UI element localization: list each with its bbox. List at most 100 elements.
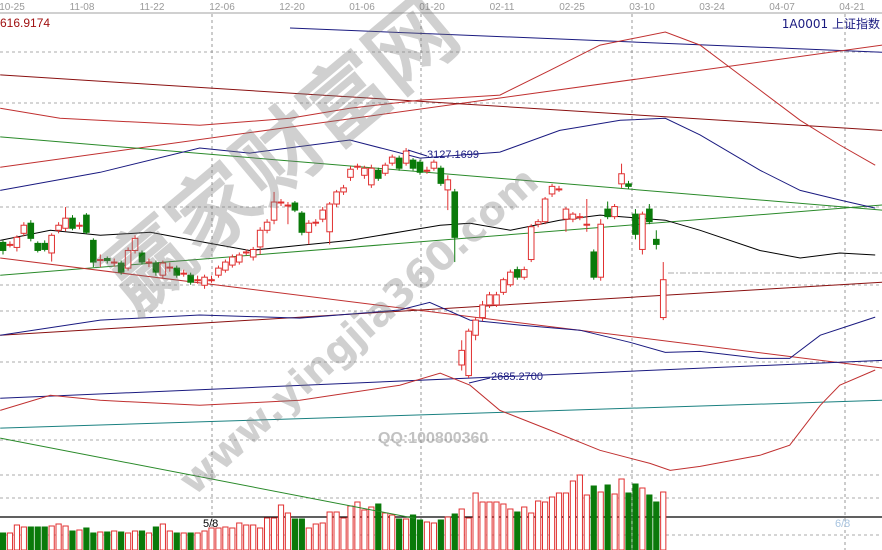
volume-bar <box>236 522 243 550</box>
candle <box>472 317 479 341</box>
candle <box>90 238 97 268</box>
volume-bar <box>6 532 14 550</box>
candle-body <box>222 261 229 271</box>
volume-left-label: 5/8 <box>203 518 219 530</box>
candle <box>486 291 493 308</box>
volume-bar <box>264 517 271 550</box>
candle <box>604 201 611 220</box>
volume-bar <box>618 478 625 550</box>
candle-body <box>20 224 28 234</box>
candle-body <box>194 279 201 282</box>
volume-bar <box>62 525 69 550</box>
volume-bar <box>55 523 62 550</box>
candle <box>527 224 535 263</box>
candle <box>13 235 21 252</box>
candle-body <box>110 261 118 264</box>
candle-body <box>423 169 431 172</box>
candle <box>514 266 521 280</box>
candle-body <box>305 222 313 233</box>
volume-bar <box>423 521 431 550</box>
candle <box>548 183 556 197</box>
indicator-line <box>0 31 876 166</box>
date-tick-label: 11-22 <box>140 2 165 13</box>
indicator-line <box>0 44 882 168</box>
candle-body <box>451 191 459 238</box>
candle <box>256 227 264 255</box>
date-tick-label: 01-20 <box>419 2 445 13</box>
volume-bar <box>194 532 201 550</box>
candle <box>194 275 201 284</box>
volume-bar <box>277 504 285 550</box>
candle <box>569 212 577 223</box>
candle-body <box>6 243 14 246</box>
candle-body <box>381 164 389 174</box>
volume-bar <box>69 530 76 550</box>
candle-body <box>298 212 306 233</box>
candle-body <box>256 229 264 248</box>
volume-bar <box>361 509 368 550</box>
volume-bar <box>104 531 111 550</box>
candle-body <box>55 224 62 231</box>
volume-bar <box>382 512 389 550</box>
candle-body <box>625 183 632 187</box>
candle <box>41 240 49 252</box>
candle <box>131 235 139 254</box>
candle <box>583 198 591 232</box>
indicator-lines <box>0 27 882 519</box>
volume-bar <box>118 531 125 550</box>
candle <box>340 184 347 195</box>
candle-body <box>395 157 403 169</box>
volume-bar <box>493 501 500 550</box>
candle-body <box>639 213 646 250</box>
volume-bar <box>34 526 41 550</box>
candle-body <box>62 217 69 229</box>
volume-bar <box>368 506 375 550</box>
candle-body <box>236 254 243 263</box>
candle <box>124 247 132 271</box>
volume-bar <box>583 494 590 550</box>
volume-bar <box>548 496 556 550</box>
candle <box>291 201 299 213</box>
date-tick-label: 01-06 <box>349 2 375 13</box>
candle <box>402 148 410 166</box>
volume-bar <box>653 501 660 550</box>
candle-body <box>215 267 222 276</box>
volume-bar <box>646 494 653 550</box>
indicator-line <box>0 257 882 369</box>
candle <box>639 211 646 255</box>
candle-body <box>319 209 326 220</box>
high-price-label: 3127.1699 <box>427 149 479 161</box>
candle <box>20 222 28 237</box>
candle <box>368 164 375 188</box>
date-tick-label: 10-25 <box>0 2 25 13</box>
candle <box>187 272 194 285</box>
indicator-line <box>0 281 882 336</box>
candle <box>103 256 111 264</box>
candle <box>145 258 153 268</box>
candle-body <box>34 242 42 251</box>
candle-body <box>465 330 472 377</box>
candle-body <box>548 185 556 195</box>
volume-bar <box>222 526 229 550</box>
high-marker-line <box>407 149 428 157</box>
candle-body <box>97 259 104 262</box>
candle <box>361 165 368 179</box>
candle-body <box>583 223 591 226</box>
date-tick-label: 11-08 <box>70 2 95 13</box>
volume-bar <box>284 512 292 550</box>
volume-bar <box>479 501 486 550</box>
date-tick-label: 04-21 <box>839 2 865 13</box>
volume-bar <box>0 532 7 550</box>
volume-bar <box>125 532 132 550</box>
indicator-line <box>0 399 882 429</box>
volume-bar <box>229 527 236 550</box>
volume-bar <box>632 483 639 550</box>
candle <box>659 262 667 321</box>
candle-body <box>430 161 438 169</box>
candle <box>305 220 313 245</box>
candle-body <box>208 279 215 282</box>
volume-bar <box>90 532 97 550</box>
candlesticks <box>0 148 667 378</box>
candle-body <box>388 156 396 164</box>
